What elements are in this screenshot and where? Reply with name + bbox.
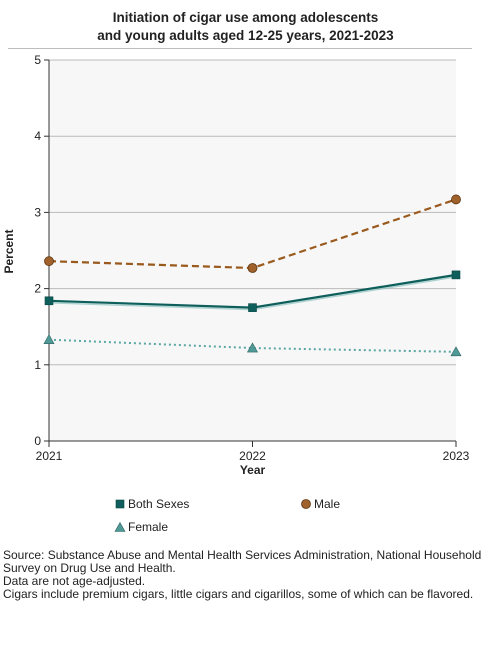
y-tick-label: 5: [34, 53, 41, 67]
data-point-both: [44, 296, 54, 306]
cigar-definition-note: Cigars include premium cigars, little ci…: [3, 587, 474, 601]
data-point-male: [44, 256, 54, 267]
circle-marker-icon: [301, 499, 311, 509]
legend-label-female: Female: [128, 520, 169, 534]
data-point-both: [451, 270, 461, 280]
x-tick-label: 2022: [239, 449, 266, 463]
legend-label-male: Male: [314, 497, 341, 511]
chart-notes: Source: Substance Abuse and Mental Healt…: [3, 549, 487, 601]
data-point-female: [43, 334, 55, 344]
data-point-male: [451, 194, 461, 205]
data-point-male: [247, 263, 258, 273]
legend-label-both-sexes: Both Sexes: [128, 497, 190, 511]
y-axis-title: Percent: [2, 229, 16, 273]
y-tick-label: 0: [34, 434, 41, 448]
data-point-female: [246, 342, 259, 353]
y-tick-label: 4: [34, 129, 41, 143]
y-tick-label: 3: [34, 205, 41, 219]
age-adjust-note: Data are not age-adjusted.: [3, 574, 146, 588]
source-note: Source: Substance Abuse and Mental Healt…: [3, 548, 482, 575]
data-point-female: [450, 346, 462, 357]
triangle-marker-icon: [114, 521, 126, 532]
data-point-both: [248, 303, 257, 312]
y-tick-label: 2: [34, 282, 41, 296]
x-tick-label: 2023: [443, 449, 470, 463]
plot-area: [49, 60, 456, 441]
x-tick-label: 2021: [36, 449, 63, 463]
x-axis-title: Year: [240, 463, 266, 477]
chart-title-line-1: Initiation of cigar use among adolescent…: [112, 10, 379, 25]
chart-title-line-2: and young adults aged 12-25 years, 2021-…: [97, 28, 394, 43]
square-marker-icon: [115, 499, 125, 509]
title-divider: [8, 48, 472, 49]
y-tick-label: 1: [34, 358, 41, 372]
chart-title: Initiation of cigar use among adolescent…: [0, 9, 491, 45]
